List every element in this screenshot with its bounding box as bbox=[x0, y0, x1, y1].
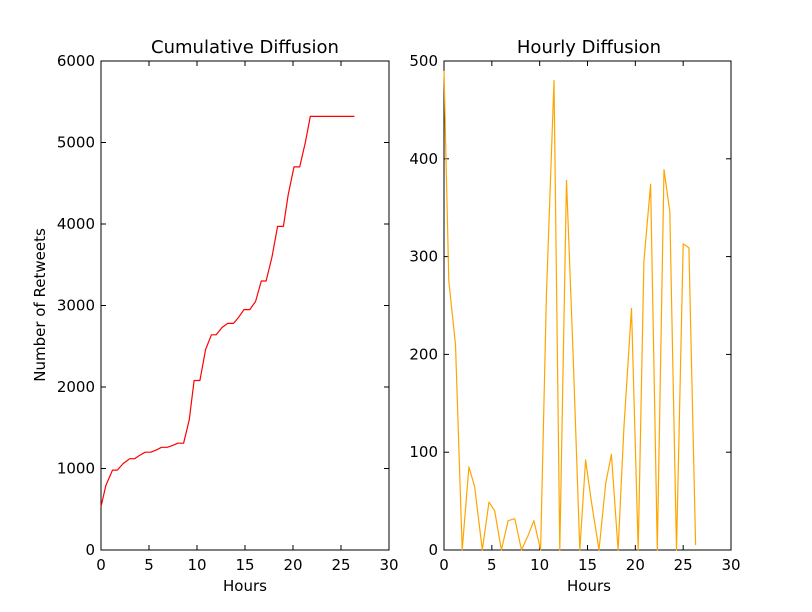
y-tick-label: 0 bbox=[85, 541, 95, 559]
y-tick-label: 3000 bbox=[57, 297, 95, 315]
y-tick-label: 6000 bbox=[57, 52, 95, 70]
y-axis-ticks: 0 1000 2000 3000 4000 5000 6000 bbox=[57, 52, 389, 559]
y-tick-label: 300 bbox=[409, 248, 438, 266]
y-tick-label: 4000 bbox=[57, 215, 95, 233]
y-tick-label: 500 bbox=[409, 52, 438, 70]
hourly-diffusion-chart: Hourly Diffusion 0 5 10 15 20 25 30 0 100 200 300… bbox=[409, 37, 740, 595]
y-tick-label: 1000 bbox=[57, 460, 95, 478]
y-axis-label: Number of Retweets bbox=[31, 228, 49, 382]
cumulative-diffusion-chart: Cumulative Diffusion 0 5 10 15 20 25 30 0 1000 2… bbox=[31, 37, 399, 595]
x-axis-ticks: 0 5 10 15 20 25 30 bbox=[439, 61, 741, 574]
x-tick-label: 10 bbox=[187, 556, 206, 574]
chart-title: Cumulative Diffusion bbox=[151, 37, 339, 58]
series-group bbox=[443, 70, 697, 551]
x-axis-label: Hours bbox=[223, 577, 267, 595]
x-tick-label: 15 bbox=[578, 556, 597, 574]
y-tick-label: 2000 bbox=[57, 378, 95, 396]
x-tick-label: 30 bbox=[379, 556, 398, 574]
x-axis-label: Hours bbox=[567, 577, 611, 595]
x-tick-label: 25 bbox=[674, 556, 693, 574]
x-tick-label: 15 bbox=[235, 556, 254, 574]
x-tick-label: 20 bbox=[626, 556, 645, 574]
x-tick-label: 30 bbox=[721, 556, 740, 574]
x-tick-label: 0 bbox=[439, 556, 449, 574]
x-tick-label: 5 bbox=[487, 556, 497, 574]
series-line bbox=[100, 115, 355, 507]
x-axis-ticks: 0 5 10 15 20 25 30 bbox=[96, 61, 399, 574]
y-tick-label: 200 bbox=[409, 345, 438, 363]
x-tick-label: 25 bbox=[331, 556, 350, 574]
x-tick-label: 5 bbox=[144, 556, 154, 574]
chart-title: Hourly Diffusion bbox=[517, 37, 661, 58]
y-tick-label: 0 bbox=[428, 541, 438, 559]
x-tick-label: 0 bbox=[96, 556, 106, 574]
x-tick-label: 10 bbox=[530, 556, 549, 574]
y-tick-label: 100 bbox=[409, 443, 438, 461]
series-group bbox=[100, 115, 355, 507]
y-axis-ticks: 0 100 200 300 400 500 bbox=[409, 52, 731, 559]
series-line bbox=[443, 70, 697, 551]
x-tick-label: 20 bbox=[283, 556, 302, 574]
y-tick-label: 400 bbox=[409, 150, 438, 168]
y-tick-label: 5000 bbox=[57, 134, 95, 152]
